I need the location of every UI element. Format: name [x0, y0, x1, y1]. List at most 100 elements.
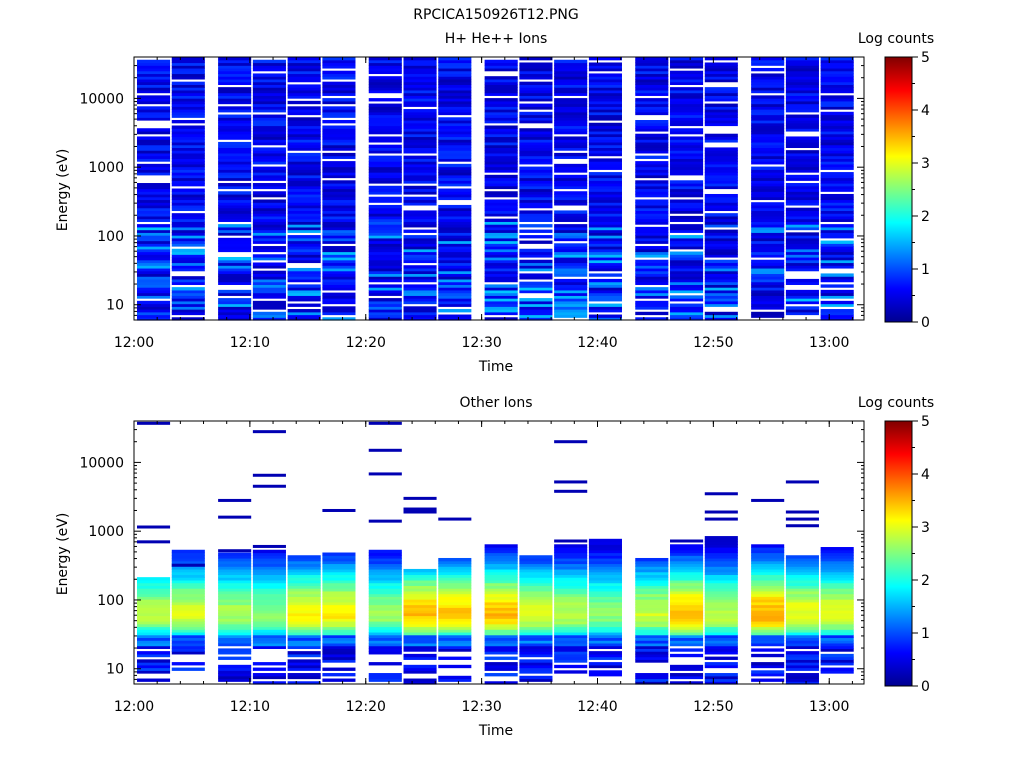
- heatmap-cell: [554, 273, 588, 277]
- heatmap-cell: [519, 248, 553, 253]
- heatmap-cell: [368, 631, 402, 636]
- heatmap-cell: [287, 202, 321, 206]
- heatmap-cell: [322, 128, 356, 132]
- heatmap-cell: [438, 92, 472, 96]
- heatmap-cell: [704, 224, 738, 228]
- heatmap-cell: [670, 188, 704, 192]
- heatmap-cell: [519, 185, 553, 190]
- heatmap-cell: [484, 604, 518, 608]
- heatmap-cell: [519, 141, 553, 146]
- heatmap-cell: [368, 150, 402, 154]
- heatmap-cell: [137, 659, 171, 663]
- heatmap-cell: [137, 166, 171, 170]
- heatmap-cell: [704, 240, 738, 244]
- heatmap-cell: [403, 150, 437, 154]
- heatmap-cell: [287, 284, 321, 288]
- heatmap-cell: [368, 601, 402, 606]
- heatmap-cell: [704, 204, 738, 209]
- heatmap-cell: [322, 141, 356, 146]
- heatmap-cell: [218, 109, 252, 113]
- heatmap-cell: [218, 202, 252, 206]
- heatmap-cell: [588, 98, 622, 102]
- heatmap-cell: [519, 70, 553, 75]
- heatmap-cell: [670, 122, 704, 127]
- heatmap-cell: [670, 289, 704, 294]
- heatmap-cell: [322, 120, 356, 124]
- heatmap-cell: [554, 147, 588, 151]
- heatmap-cell: [519, 158, 553, 162]
- heatmap-cell: [218, 226, 252, 231]
- heatmap-cell: [438, 188, 472, 192]
- heatmap-cell: [287, 111, 321, 116]
- heatmap-cell: [554, 577, 588, 581]
- heatmap-cell: [484, 300, 518, 305]
- heatmap-cell: [438, 574, 472, 578]
- heatmap-cell: [287, 62, 321, 66]
- heatmap-cell: [403, 667, 437, 671]
- heatmap-cell: [322, 106, 356, 110]
- heatmap-cell: [403, 273, 437, 277]
- heatmap-cell: [137, 585, 171, 589]
- heatmap-cell: [635, 235, 669, 239]
- heatmap-cell: [554, 607, 588, 611]
- heatmap-cell: [751, 147, 785, 151]
- heatmap-cell: [820, 67, 854, 72]
- heatmap-cell: [403, 634, 437, 639]
- heatmap-cell: [218, 57, 252, 61]
- heatmap-cell: [554, 125, 588, 129]
- heatmap-cell: [588, 673, 622, 677]
- heatmap-cell: [171, 213, 205, 217]
- heatmap-cell: [218, 207, 252, 212]
- heatmap-cell: [785, 659, 819, 663]
- heatmap-cell: [368, 579, 402, 584]
- heatmap-cell: [635, 147, 669, 151]
- heatmap-cell: [820, 618, 854, 622]
- heatmap-cell: [368, 89, 402, 94]
- heatmap-cell: [588, 303, 622, 307]
- heatmap-cell: [368, 144, 402, 149]
- heatmap-cell: [287, 158, 321, 162]
- heatmap-cell: [287, 317, 321, 321]
- heatmap-cell: [751, 89, 785, 94]
- heatmap-cell: [670, 76, 704, 80]
- panel-title: Other Ions: [459, 395, 532, 411]
- heatmap-cell: [785, 243, 819, 247]
- heatmap-trace: [322, 508, 356, 512]
- heatmap-cell: [137, 199, 171, 203]
- heatmap-cell: [368, 618, 402, 622]
- heatmap-cell: [704, 568, 738, 573]
- heatmap-cell: [171, 125, 205, 129]
- heatmap-cell: [403, 599, 437, 603]
- heatmap-cell: [785, 215, 819, 220]
- heatmap-cell: [554, 180, 588, 184]
- heatmap-cell: [554, 588, 588, 592]
- heatmap-cell: [588, 65, 622, 69]
- heatmap-cell: [635, 150, 669, 154]
- heatmap-cell: [137, 70, 171, 75]
- heatmap-cell: [519, 98, 553, 102]
- heatmap-cell: [785, 70, 819, 75]
- heatmap-cell: [820, 620, 854, 625]
- heatmap-cell: [171, 136, 205, 140]
- heatmap-cell: [403, 640, 437, 644]
- heatmap-cell: [322, 87, 356, 91]
- heatmap-cell: [368, 607, 402, 611]
- heatmap-cell: [519, 103, 553, 107]
- heatmap-cell: [670, 215, 704, 220]
- heatmap-cell: [820, 317, 854, 321]
- heatmap-cell: [368, 215, 402, 220]
- heatmap-cell: [519, 593, 553, 597]
- heatmap-cell: [252, 152, 286, 157]
- heatmap-cell: [785, 92, 819, 96]
- heatmap-cell: [171, 295, 205, 299]
- heatmap-cell: [588, 568, 622, 573]
- heatmap-cell: [554, 659, 588, 663]
- heatmap-cell: [368, 246, 402, 250]
- heatmap-cell: [287, 128, 321, 132]
- heatmap-cell: [704, 117, 738, 121]
- heatmap-cell: [519, 117, 553, 121]
- heatmap-cell: [322, 174, 356, 179]
- heatmap-cell: [322, 207, 356, 212]
- heatmap-cell: [322, 653, 356, 658]
- heatmap-cell: [252, 634, 286, 639]
